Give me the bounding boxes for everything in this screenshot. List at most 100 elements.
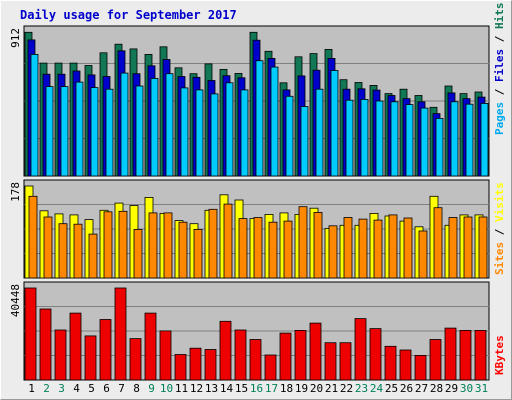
bar-day-3-series-1 [54, 329, 67, 381]
bar-day-21-series-3 [330, 70, 339, 177]
x-tick-label: 28 [430, 382, 443, 395]
bar-day-28-series-3 [435, 118, 444, 177]
legend-separator: / [493, 222, 506, 242]
bar-day-28-series-1 [429, 339, 442, 381]
bar-day-2-series-3 [45, 86, 54, 177]
bar-day-7-series-1 [114, 287, 127, 381]
legend-entry-sites: Sites [493, 242, 506, 275]
bar-day-22-series-1 [339, 342, 352, 381]
legend-entry-files: Files [493, 49, 506, 82]
bar-day-29-series-3 [450, 101, 459, 177]
chart-title: Daily usage for September 2017 [20, 8, 237, 22]
bar-day-23-series-2 [358, 218, 368, 279]
x-tick-label: 6 [103, 382, 110, 395]
x-tick-label: 16 [250, 382, 263, 395]
bar-day-8-series-1 [129, 338, 142, 381]
bar-day-16-series-3 [255, 60, 264, 177]
bar-day-30-series-1 [459, 329, 472, 381]
y-max-label: 178 [9, 182, 22, 202]
legend: Sites / Visits [493, 182, 506, 275]
bar-day-26-series-2 [403, 217, 413, 279]
legend-separator: / [493, 29, 506, 49]
x-tick-label: 8 [133, 382, 140, 395]
x-tick-label: 29 [445, 382, 458, 395]
bar-day-8-series-2 [133, 228, 143, 279]
bar-day-10-series-1 [159, 330, 172, 381]
bar-day-27-series-3 [420, 107, 429, 177]
bar-day-23-series-1 [354, 318, 367, 381]
bar-day-27-series-1 [414, 354, 427, 381]
bar-day-30-series-2 [463, 216, 473, 279]
bar-day-20-series-1 [309, 322, 322, 381]
bar-day-18-series-2 [283, 220, 293, 279]
bar-day-5-series-1 [84, 335, 97, 381]
bar-day-11-series-2 [178, 221, 188, 279]
bar-day-10-series-2 [163, 212, 173, 279]
bar-day-7-series-3 [120, 72, 129, 177]
chart-panel-2: 178 Sites / Visits [9, 179, 506, 279]
bar-day-4-series-2 [73, 223, 83, 279]
legend-separator: / [493, 82, 506, 102]
x-tick-label: 7 [118, 382, 125, 395]
x-tick-label: 2 [43, 382, 50, 395]
bar-day-25-series-3 [390, 101, 399, 177]
chart-panel-3: 40448 KBytes [9, 281, 506, 381]
bar-day-25-series-2 [388, 214, 398, 279]
bar-day-31-series-2 [478, 216, 488, 279]
bar-day-14-series-1 [219, 320, 232, 381]
bar-day-6-series-2 [103, 211, 113, 279]
x-tick-label: 27 [415, 382, 428, 395]
bar-day-19-series-2 [298, 206, 308, 279]
x-tick-label: 13 [205, 382, 218, 395]
x-tick-label: 19 [295, 382, 308, 395]
bar-day-21-series-1 [324, 342, 337, 381]
x-tick-label: 23 [355, 382, 368, 395]
bar-day-25-series-1 [384, 345, 397, 381]
x-tick-label: 10 [160, 382, 173, 395]
bar-day-12-series-3 [195, 89, 204, 177]
x-tick-label: 9 [148, 382, 155, 395]
bar-day-2-series-1 [39, 308, 52, 381]
bar-day-5-series-3 [90, 87, 99, 177]
legend-entry-visits: Visits [493, 182, 506, 222]
y-max-label: 40448 [9, 284, 22, 317]
bar-day-4-series-1 [69, 312, 82, 381]
bar-day-6-series-3 [105, 88, 114, 177]
bar-day-11-series-1 [174, 354, 187, 381]
bar-day-29-series-2 [448, 217, 458, 279]
bar-day-17-series-3 [270, 66, 279, 177]
x-tick-label: 5 [88, 382, 95, 395]
bar-day-9-series-3 [150, 78, 159, 177]
bar-day-23-series-3 [360, 99, 369, 177]
x-tick-label: 31 [475, 382, 488, 395]
bar-day-3-series-3 [60, 86, 69, 177]
bar-day-12-series-1 [189, 347, 202, 381]
bar-day-17-series-2 [268, 221, 278, 279]
bar-day-13-series-2 [208, 208, 218, 279]
x-tick-label: 22 [340, 382, 353, 395]
x-tick-label: 30 [460, 382, 473, 395]
legend: Pages / Files / Hits [493, 3, 506, 136]
x-tick-label: 3 [58, 382, 65, 395]
bar-day-22-series-3 [345, 99, 354, 177]
legend-entry-hits: Hits [493, 3, 506, 30]
bar-day-15-series-3 [240, 89, 249, 177]
bar-day-20-series-2 [313, 211, 323, 279]
bar-day-4-series-3 [75, 81, 84, 177]
bar-day-31-series-1 [474, 329, 487, 381]
x-tick-label: 11 [175, 382, 188, 395]
x-tick-label: 24 [370, 382, 384, 395]
bar-day-2-series-2 [43, 216, 53, 279]
bar-day-30-series-3 [465, 103, 474, 177]
bar-day-27-series-2 [418, 230, 428, 279]
bar-day-10-series-3 [165, 73, 174, 177]
bar-day-9-series-1 [144, 312, 157, 381]
bar-day-24-series-3 [375, 100, 384, 177]
bar-day-11-series-3 [180, 87, 189, 177]
bar-day-5-series-2 [88, 233, 98, 279]
bar-day-19-series-1 [294, 329, 307, 381]
x-tick-label: 17 [265, 382, 278, 395]
bar-day-21-series-2 [328, 225, 338, 279]
x-tick-label: 21 [325, 382, 338, 395]
